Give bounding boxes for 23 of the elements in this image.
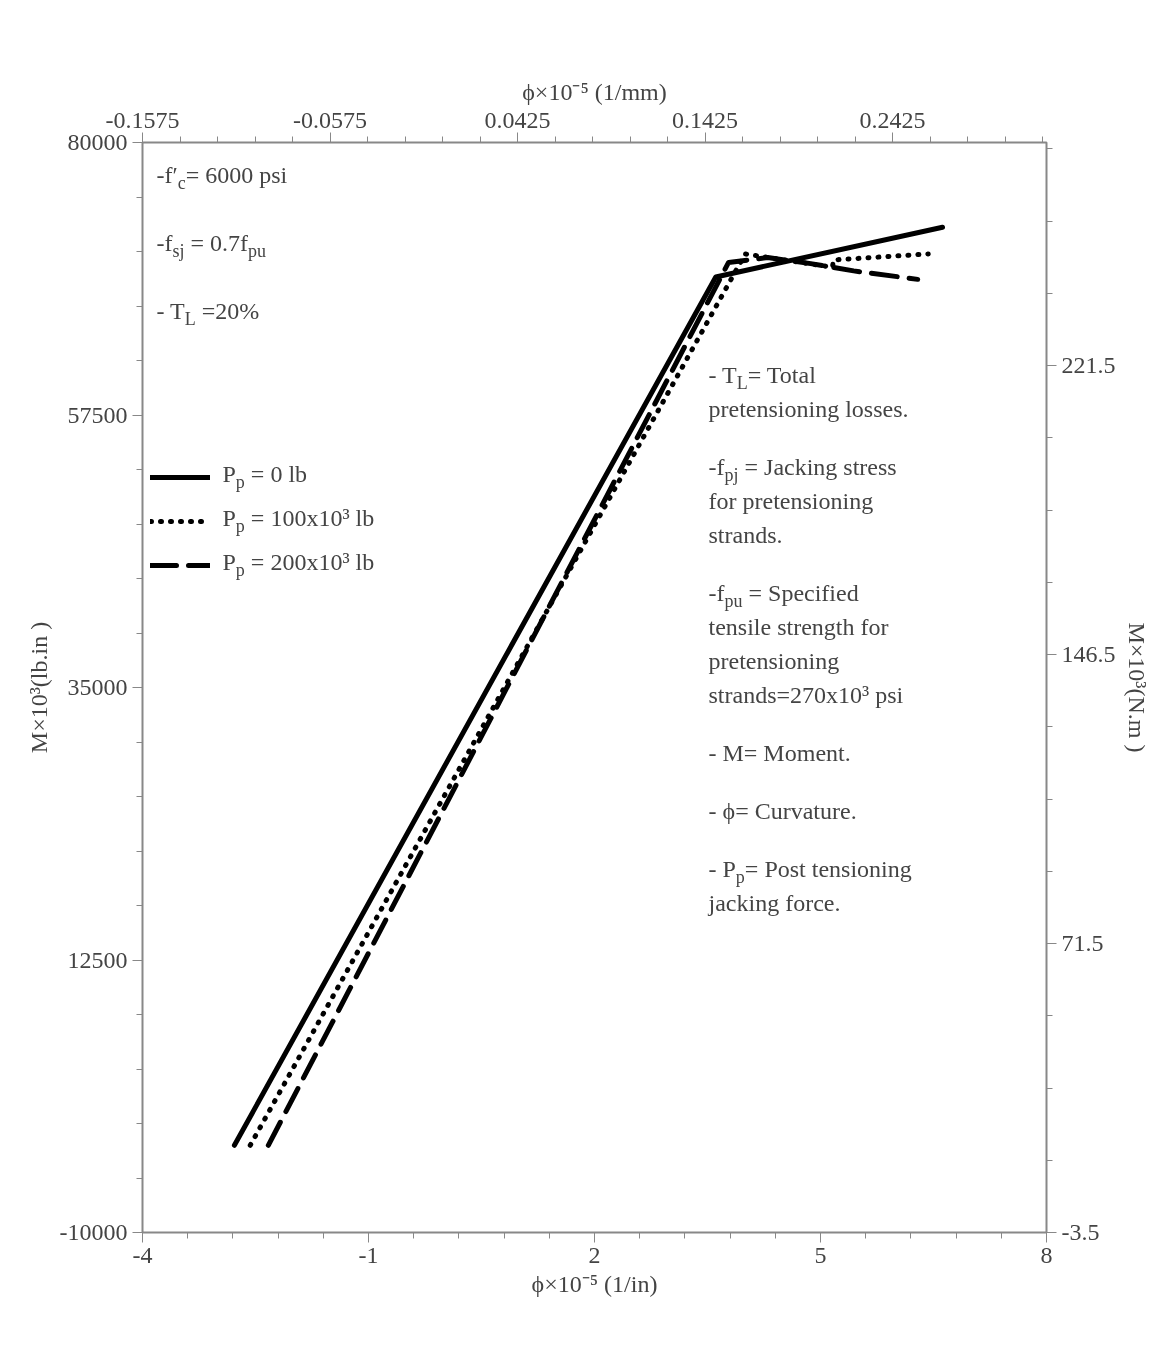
x-tick-label: -1 (358, 1241, 379, 1268)
x2-tick-label: 0.1425 (672, 106, 739, 133)
x-axis-title: ϕ×10⁻⁵ (1/in) (531, 1270, 658, 1297)
x2-tick-label: 0.2425 (859, 106, 926, 133)
x2-axis-title: ϕ×10⁻⁵ (1/mm) (522, 78, 667, 105)
y-tick-label: 35000 (67, 674, 128, 700)
x-tick-label: 5 (814, 1241, 827, 1268)
annotation: - M= Moment. (708, 739, 851, 766)
annotation: - ϕ= Curvature. (708, 797, 857, 824)
x2-tick-label: -0.0575 (293, 106, 368, 133)
x2-tick-label: 0.0425 (484, 106, 551, 133)
y2-tick-label: 221.5 (1061, 352, 1116, 379)
y2-tick-label: 146.5 (1061, 641, 1116, 668)
x-tick-label: -4 (132, 1241, 153, 1268)
y2-tick-label: -3.5 (1061, 1219, 1100, 1245)
y-axis-title: M×10³(lb.in ) (25, 621, 52, 754)
y-tick-label: 57500 (67, 401, 128, 428)
x-tick-label: 8 (1040, 1241, 1053, 1268)
y2-axis-title: M×10³(N.m ) (1123, 622, 1150, 753)
y2-tick-label: 71.5 (1061, 930, 1104, 957)
x-tick-label: 2 (588, 1241, 601, 1268)
y-tick-label: 12500 (67, 946, 128, 973)
y-tick-label: -10000 (59, 1219, 128, 1245)
